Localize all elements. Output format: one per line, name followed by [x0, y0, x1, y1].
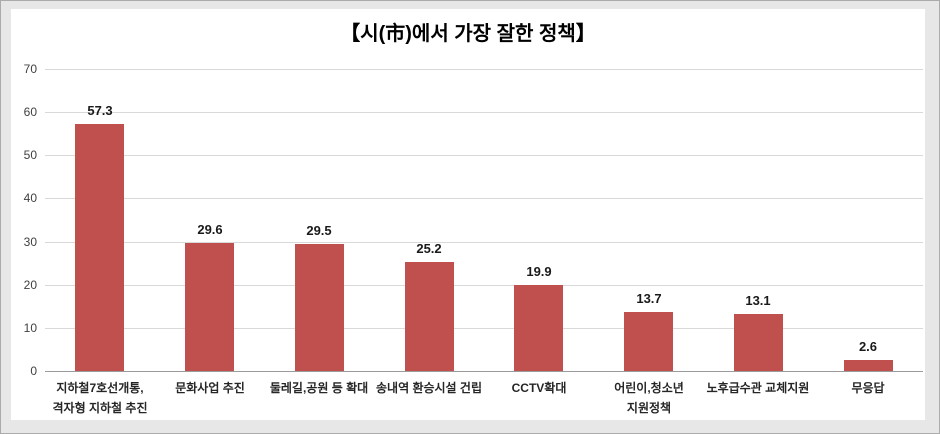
y-axis-tick-label: 60: [23, 105, 37, 119]
x-axis-category-label: 지하철7호선개통, 격자형 지하철 추진: [52, 381, 148, 415]
bar-value-label: 57.3: [87, 103, 113, 118]
bar-value-label: 13.1: [745, 293, 771, 308]
y-axis-tick-label: 20: [23, 278, 37, 292]
gridline: [45, 285, 923, 286]
x-axis-category-label: 둘레길,공원 등 확대: [269, 381, 369, 395]
chart-title: 【시(市)에서 가장 잘한 정책】: [340, 23, 596, 45]
bar-value-label: 29.5: [306, 223, 332, 238]
x-axis-line: [45, 371, 923, 372]
gridline: [45, 242, 923, 243]
y-axis-tick-label: 50: [23, 148, 37, 162]
gridline: [45, 69, 923, 70]
y-axis-tick-label: 70: [23, 62, 37, 76]
x-axis-category-label: 문화사업 추진: [175, 381, 245, 395]
bar: [844, 360, 893, 371]
bar-value-label: 2.6: [858, 339, 878, 354]
y-axis-tick-label: 30: [23, 235, 37, 249]
bar: [185, 243, 234, 371]
x-axis-category-label: 송내역 환승시설 건립: [375, 381, 483, 395]
gridline: [45, 112, 923, 113]
x-axis-category-label: CCTV확대: [511, 381, 567, 395]
gridline: [45, 155, 923, 156]
gridline: [45, 198, 923, 199]
y-axis-tick-label: 0: [30, 364, 37, 378]
x-axis-category-label: 노후급수관 교체지원: [706, 381, 810, 395]
bar-value-label: 29.6: [197, 222, 223, 237]
x-axis-category-label: 어린이,청소년 지원정책: [614, 381, 684, 415]
bar: [295, 244, 344, 371]
bar: [75, 124, 124, 371]
y-axis-tick-label: 10: [23, 321, 37, 335]
bar: [734, 314, 783, 371]
chart-canvas: 【시(市)에서 가장 잘한 정책】 0 10 20 30 40 50 60 70 57.3 지하철…: [11, 9, 925, 420]
gridline: [45, 328, 923, 329]
bar-value-label: 19.9: [526, 264, 552, 279]
bar-value-label: 13.7: [636, 291, 662, 306]
y-axis-tick-label: 40: [23, 191, 37, 205]
bar: [405, 262, 454, 371]
bar: [514, 285, 563, 371]
bar-value-label: 25.2: [416, 241, 442, 256]
bar: [624, 312, 673, 371]
plot-area: 0 10 20 30 40 50 60 70 57.3 지하철7호선개통, 격자형 지하철 추진 2…: [11, 9, 925, 420]
x-axis-category-label: 무응답: [851, 381, 885, 395]
